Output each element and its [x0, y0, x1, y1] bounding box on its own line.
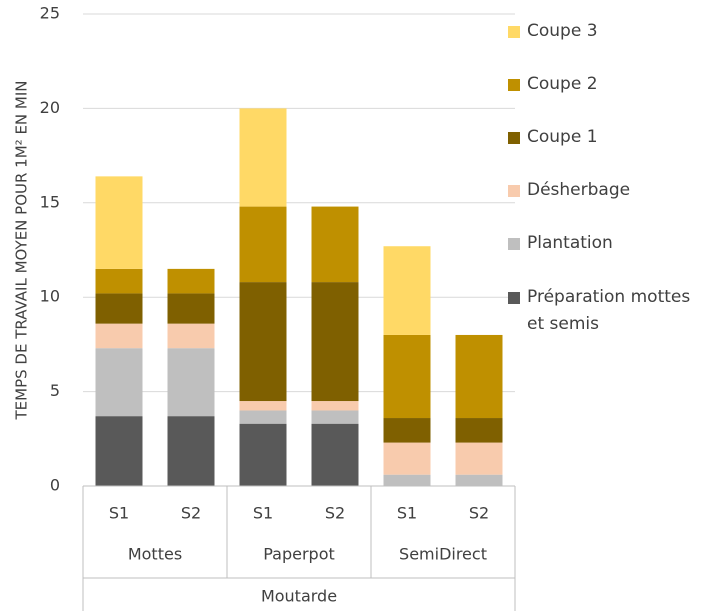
group-label: Mottes [128, 545, 182, 564]
legend-swatch [508, 132, 520, 144]
legend-label: Plantation [527, 233, 613, 253]
y-tick-label: 5 [50, 381, 60, 400]
super-group-label: Moutarde [261, 587, 337, 606]
bar-segment [455, 418, 503, 443]
legend-item: Désherbage [508, 177, 630, 204]
x-tick-label: S1 [253, 504, 273, 523]
bar-segment [239, 108, 287, 207]
bar-segment [167, 293, 215, 324]
bar-segment [311, 410, 359, 424]
bar-segment [167, 416, 215, 486]
bar-segment [239, 282, 287, 402]
bar-segment [455, 442, 503, 475]
group-label: Paperpot [263, 545, 335, 564]
group-label: SemiDirect [399, 545, 487, 564]
y-tick-label: 15 [40, 192, 60, 211]
legend-label: Désherbage [527, 180, 631, 200]
y-tick-label: 20 [40, 98, 60, 117]
bar-segment [383, 246, 431, 335]
bar-segment [167, 268, 215, 294]
bar-segment [455, 334, 503, 419]
x-tick-label: S1 [397, 504, 417, 523]
bar-segment [167, 348, 215, 417]
bar-segment [95, 293, 143, 324]
bar-segment [167, 323, 215, 349]
legend-swatch [508, 185, 520, 197]
bar-segment [383, 418, 431, 443]
bar-segment [239, 206, 287, 283]
legend-label: Préparation mottes et semis [527, 287, 691, 334]
x-tick-label: S2 [325, 504, 345, 523]
bar-segment [95, 323, 143, 349]
y-tick-label: 10 [40, 287, 60, 306]
bar-segment [95, 268, 143, 294]
bar-segment [239, 423, 287, 486]
x-tick-label: S1 [109, 504, 129, 523]
y-axis-label: TEMPS DE TRAVAIL MOYEN POUR 1M² EN MIN [13, 80, 31, 420]
legend-swatch [508, 292, 520, 304]
legend-swatch [508, 26, 520, 38]
legend-item: Coupe 3 [508, 18, 598, 45]
legend-label: Coupe 3 [527, 21, 598, 41]
bar-segment [311, 401, 359, 411]
bar-segment [455, 474, 503, 486]
x-tick-label: S2 [469, 504, 489, 523]
bar-segment [383, 474, 431, 486]
bar-segment [95, 416, 143, 486]
bar-segment [383, 442, 431, 475]
legend-item: Préparation mottes et semis [508, 284, 711, 338]
legend-item: Plantation [508, 230, 613, 257]
bar-segment [239, 410, 287, 424]
bar-segment [239, 401, 287, 411]
bar-segment [383, 334, 431, 419]
legend-item: Coupe 1 [508, 124, 598, 151]
legend-swatch [508, 238, 520, 250]
legend-swatch [508, 79, 520, 91]
bar-segment [95, 348, 143, 417]
bar-segment [311, 423, 359, 486]
legend-label: Coupe 1 [527, 127, 598, 147]
x-tick-label: S2 [181, 504, 201, 523]
y-tick-label: 25 [40, 4, 60, 23]
legend-item: Coupe 2 [508, 71, 598, 98]
legend-label: Coupe 2 [527, 74, 598, 94]
bar-segment [311, 282, 359, 402]
bar-segment [95, 176, 143, 269]
y-tick-label: 0 [50, 476, 60, 495]
bar-segment [311, 206, 359, 283]
